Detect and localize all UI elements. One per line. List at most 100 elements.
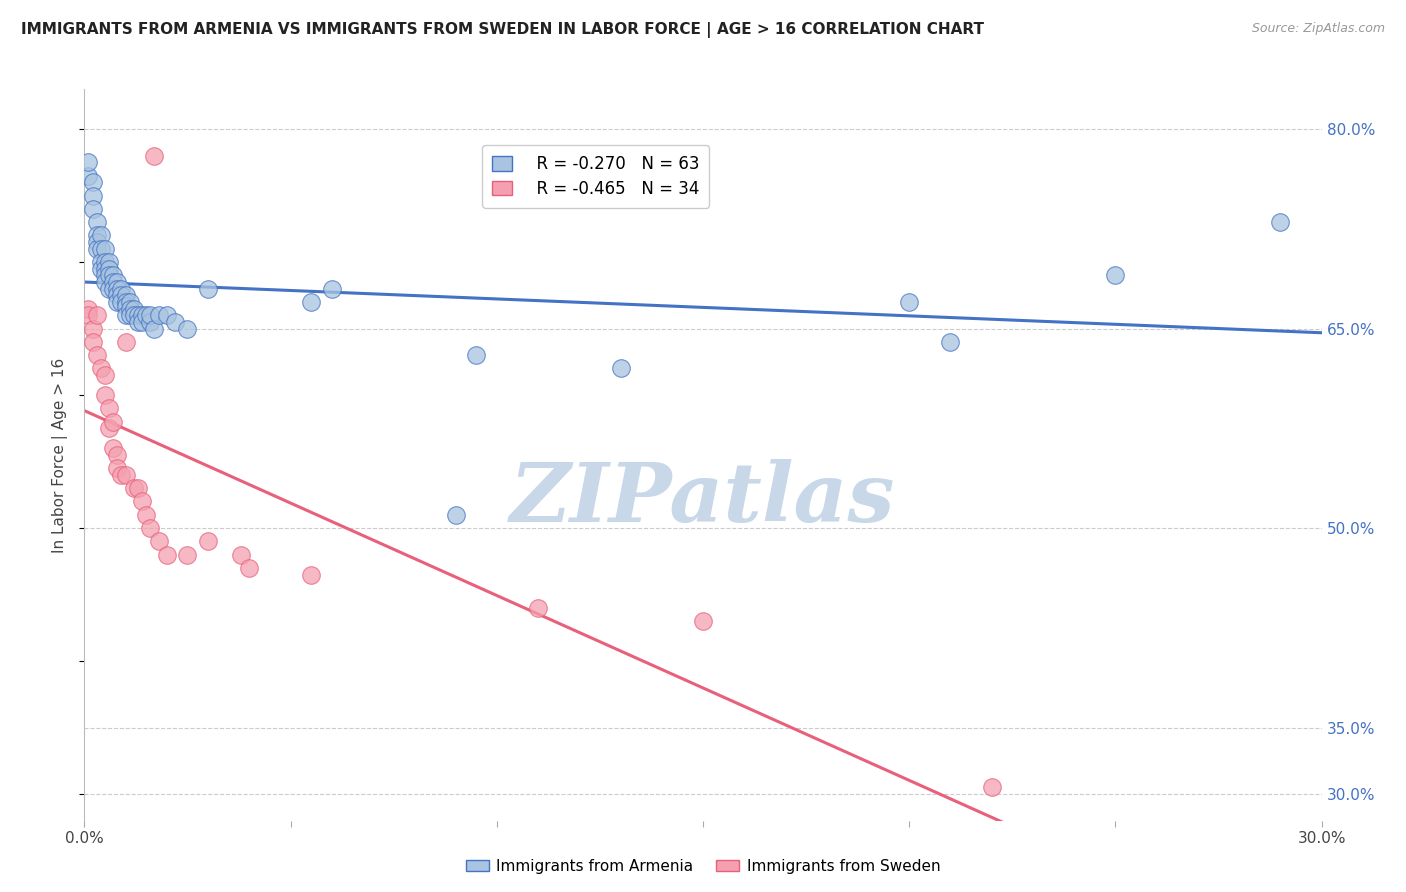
Point: [77, 301, 100, 316]
Point: [82, 188, 104, 202]
Point: [110, 288, 132, 302]
Point: [90, 242, 112, 256]
Point: [939, 334, 962, 349]
Point: [103, 275, 125, 289]
Point: [176, 548, 198, 562]
Point: [114, 299, 136, 313]
Point: [77, 169, 100, 183]
Point: [444, 508, 467, 522]
Point: [527, 600, 550, 615]
Point: [82, 175, 104, 189]
Point: [86, 308, 108, 322]
Text: IMMIGRANTS FROM ARMENIA VS IMMIGRANTS FROM SWEDEN IN LABOR FORCE | AGE > 16 CORR: IMMIGRANTS FROM ARMENIA VS IMMIGRANTS FR…: [21, 22, 984, 38]
Point: [131, 315, 153, 329]
Point: [148, 534, 170, 549]
Point: [114, 334, 136, 349]
Point: [114, 467, 136, 482]
Point: [94, 275, 117, 289]
Point: [122, 308, 145, 322]
Point: [98, 261, 121, 276]
Point: [103, 268, 125, 283]
Legend: Immigrants from Armenia, Immigrants from Sweden: Immigrants from Armenia, Immigrants from…: [460, 853, 946, 880]
Point: [165, 315, 187, 329]
Y-axis label: In Labor Force | Age > 16: In Labor Force | Age > 16: [52, 358, 69, 552]
Point: [94, 255, 117, 269]
Point: [90, 361, 112, 376]
Point: [105, 295, 128, 310]
Point: [197, 282, 219, 296]
Point: [86, 215, 108, 229]
Point: [122, 481, 145, 495]
Point: [299, 295, 322, 310]
Point: [98, 282, 121, 296]
Point: [131, 308, 153, 322]
Point: [238, 561, 260, 575]
Point: [122, 301, 145, 316]
Point: [114, 288, 136, 302]
Text: ZIPatlas: ZIPatlas: [510, 458, 896, 539]
Point: [110, 295, 132, 310]
Point: [114, 295, 136, 310]
Point: [143, 321, 166, 335]
Point: [139, 308, 162, 322]
Point: [114, 308, 136, 322]
Point: [135, 308, 157, 322]
Point: [692, 614, 714, 628]
Text: Source: ZipAtlas.com: Source: ZipAtlas.com: [1251, 22, 1385, 36]
Point: [98, 401, 121, 416]
Point: [94, 261, 117, 276]
Point: [1104, 268, 1126, 283]
Point: [898, 295, 921, 310]
Point: [105, 461, 128, 475]
Point: [86, 242, 108, 256]
Point: [77, 308, 100, 322]
Point: [980, 780, 1002, 795]
Point: [131, 494, 153, 508]
Point: [118, 295, 141, 310]
Point: [94, 242, 117, 256]
Point: [105, 448, 128, 462]
Point: [609, 361, 631, 376]
Point: [139, 315, 162, 329]
Point: [105, 282, 128, 296]
Point: [103, 442, 125, 456]
Point: [94, 268, 117, 283]
Point: [90, 228, 112, 243]
Point: [110, 467, 132, 482]
Point: [156, 548, 179, 562]
Point: [98, 268, 121, 283]
Legend:   R = -0.270   N = 63,   R = -0.465   N = 34: R = -0.270 N = 63, R = -0.465 N = 34: [482, 145, 709, 208]
Point: [77, 155, 100, 169]
Point: [1270, 215, 1292, 229]
Point: [156, 308, 179, 322]
Point: [127, 481, 149, 495]
Point: [135, 508, 157, 522]
Point: [118, 301, 141, 316]
Point: [127, 315, 149, 329]
Point: [86, 228, 108, 243]
Point: [94, 388, 117, 402]
Point: [465, 348, 488, 362]
Point: [118, 308, 141, 322]
Point: [321, 282, 343, 296]
Point: [139, 521, 162, 535]
Point: [105, 275, 128, 289]
Point: [94, 368, 117, 383]
Point: [86, 235, 108, 249]
Point: [105, 288, 128, 302]
Point: [98, 255, 121, 269]
Point: [197, 534, 219, 549]
Point: [148, 308, 170, 322]
Point: [110, 282, 132, 296]
Point: [127, 308, 149, 322]
Point: [143, 149, 166, 163]
Point: [176, 321, 198, 335]
Point: [299, 567, 322, 582]
Point: [86, 348, 108, 362]
Point: [103, 282, 125, 296]
Point: [82, 321, 104, 335]
Point: [103, 415, 125, 429]
Point: [82, 334, 104, 349]
Point: [98, 421, 121, 435]
Point: [90, 255, 112, 269]
